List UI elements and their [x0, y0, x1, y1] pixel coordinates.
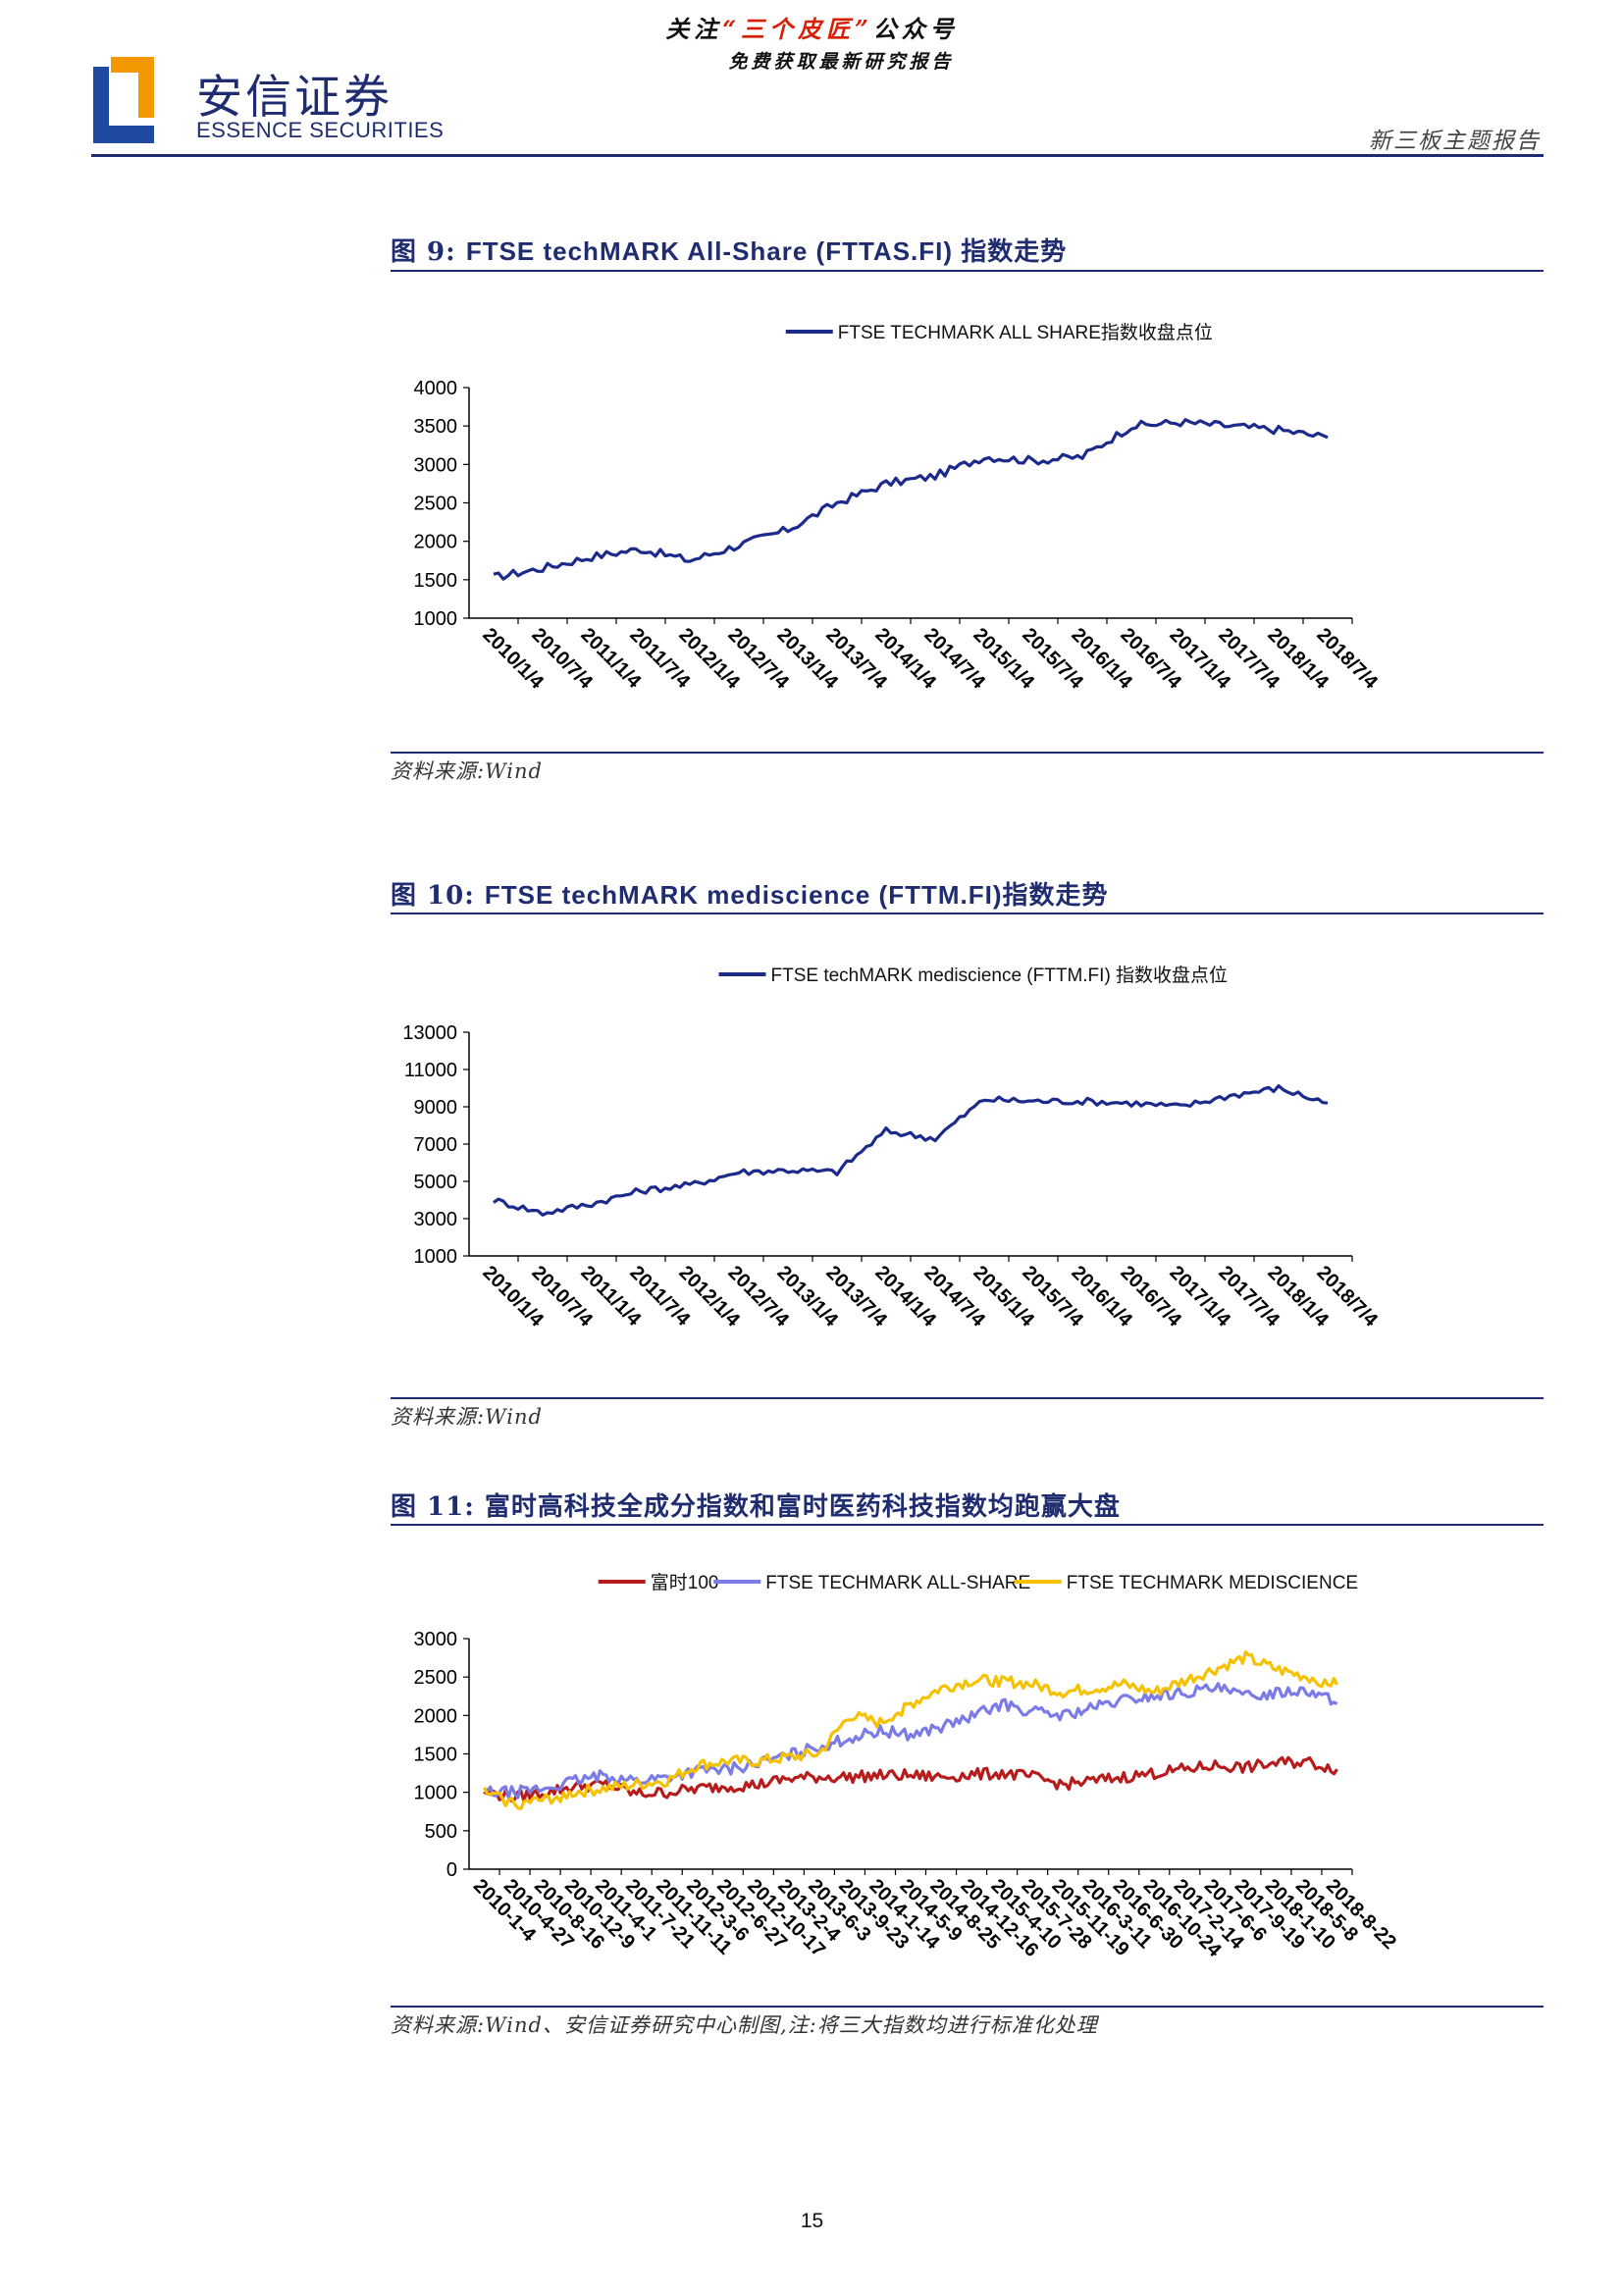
- figure-11-label: 图 11:: [391, 1492, 475, 1522]
- y-tick-label: 5000: [414, 1172, 458, 1193]
- series-line: [493, 1084, 1329, 1217]
- y-tick-label: 1000: [414, 1783, 458, 1804]
- figure-11-title: 图 11: 富时高科技全成分指数和富时医药科技指数均跑赢大盘: [391, 1487, 1121, 1523]
- figure-11-chart: 0500100015002000250030002010-1-42010-4-2…: [414, 1572, 1400, 1961]
- report-type-label: 新三板主题报告: [1369, 129, 1541, 154]
- figure-9-label: 图 9:: [391, 237, 456, 267]
- y-tick-label: 2500: [414, 494, 458, 515]
- legend-label: FTSE TECHMARK ALL SHARE指数收盘点位: [838, 322, 1213, 343]
- promo-highlight: “三个皮匠”: [722, 15, 873, 43]
- figure-11-source: 资料来源:Wind、安信证券研究中心制图,注:将三大指数均进行标准化处理: [391, 2013, 1098, 2037]
- promo-prefix: 关注: [665, 15, 723, 43]
- figure-10-title: 图 10: FTSE techMARK mediscience (FTTM.FI…: [391, 875, 1109, 912]
- series-line: [484, 1682, 1338, 1800]
- figure-10-label: 图 10:: [391, 881, 475, 911]
- y-tick-label: 2500: [414, 1667, 458, 1689]
- chart-legend: FTSE TECHMARK ALL SHARE指数收盘点位: [785, 322, 1213, 343]
- legend-label: FTSE TECHMARK ALL-SHARE: [765, 1573, 1030, 1593]
- essence-logo-icon: [93, 57, 154, 143]
- y-tick-label: 13000: [402, 1022, 457, 1044]
- figure-9-top-rule: [391, 270, 1544, 272]
- y-tick-label: 1000: [414, 1246, 458, 1268]
- figure-11-bottom-rule: [391, 2006, 1544, 2008]
- y-tick-label: 4000: [414, 378, 458, 399]
- legend-label: FTSE TECHMARK MEDISCIENCE: [1067, 1573, 1358, 1593]
- y-tick-label: 3000: [414, 454, 458, 476]
- y-tick-label: 2000: [414, 1705, 458, 1727]
- figure-9-title: 图 9: FTSE techMARK All-Share (FTTAS.FI) …: [391, 232, 1067, 268]
- header-divider: [91, 154, 1544, 157]
- y-tick-label: 9000: [414, 1097, 458, 1119]
- figure-10-bottom-rule: [391, 1397, 1544, 1399]
- figure-10-source: 资料来源:Wind: [391, 1405, 543, 1429]
- chart-legend: FTSE techMARK mediscience (FTTM.FI) 指数收盘…: [718, 965, 1229, 986]
- y-tick-label: 500: [425, 1821, 457, 1843]
- series-line: [483, 1650, 1338, 1810]
- logo-english-name: ESSENCE SECURITIES: [196, 118, 445, 142]
- promo-line-1: 关注“三个皮匠”公众号: [0, 10, 1624, 44]
- series-line: [493, 418, 1329, 581]
- page-number: 15: [800, 2210, 824, 2232]
- figure-9-bottom-rule: [391, 752, 1544, 754]
- figure-9-source: 资料来源:Wind: [391, 759, 543, 783]
- y-tick-label: 1500: [414, 1745, 458, 1766]
- logo-chinese-name: 安信证券: [196, 71, 393, 125]
- y-tick-label: 2000: [414, 532, 458, 553]
- y-tick-label: 11000: [404, 1060, 457, 1081]
- y-tick-label: 3000: [414, 1209, 458, 1230]
- y-tick-label: 3000: [414, 1629, 458, 1650]
- promo-suffix: 公众号: [872, 15, 959, 43]
- y-tick-label: 1000: [414, 608, 458, 630]
- y-tick-label: 7000: [414, 1134, 458, 1156]
- figure-11-caption: 富时高科技全成分指数和富时医药科技指数均跑赢大盘: [484, 1491, 1121, 1521]
- figure-9-chart: 10001500200025003000350040002010/1/42010…: [414, 322, 1383, 694]
- promo-line-2: 免费获取最新研究报告: [728, 51, 955, 73]
- figure-10-top-rule: [391, 913, 1544, 914]
- y-tick-label: 3500: [414, 416, 458, 438]
- legend-label: 富时100: [651, 1572, 719, 1593]
- figure-11-top-rule: [391, 1524, 1544, 1526]
- figure-10-chart: 1000300050007000900011000130002010/1/420…: [402, 965, 1382, 1331]
- y-tick-label: 0: [446, 1859, 457, 1881]
- y-tick-label: 1500: [414, 570, 458, 592]
- figure-9-caption: FTSE techMARK All-Share (FTTAS.FI) 指数走势: [465, 236, 1068, 266]
- chart-legend: 富时100 FTSE TECHMARK ALL-SHARE FTSE TECHMAR…: [598, 1572, 1358, 1593]
- figure-10-caption: FTSE techMARK mediscience (FTTM.FI)指数走势: [484, 880, 1109, 910]
- legend-label: FTSE techMARK mediscience (FTTM.FI) 指数收盘…: [771, 965, 1229, 986]
